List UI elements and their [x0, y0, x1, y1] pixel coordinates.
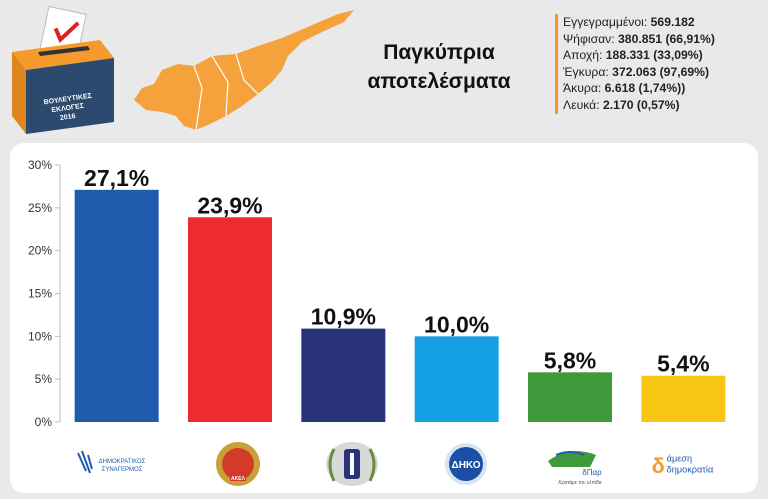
dimokratiki-parataxi-logo-text: δΠαρ: [582, 468, 602, 477]
stat-valid: Έγκυρα: 372.063 (97,69%): [563, 64, 710, 79]
bar-value-label: 5,4%: [657, 351, 709, 377]
turnout-stats: Εγγεγραμμένοι: 569.182 Ψήφισαν: 380.851 …: [555, 14, 768, 114]
amesi-logo-line-1: άμεση: [667, 454, 692, 464]
stat-voted: Ψήφισαν: 380.851 (66,91%): [563, 31, 715, 46]
bar-1: [74, 189, 159, 422]
ballot-line-3: 2016: [60, 113, 77, 122]
dimokratiki-parataxi-tagline: Κρατάμε την ελπίδα: [558, 480, 601, 486]
y-tick-label: 20%: [28, 244, 52, 258]
page-title: Παγκύπρια αποτελέσματα: [344, 38, 534, 96]
dimokratiki-parataxi-logo-icon: δΠαρ Κρατάμε την ελπίδα: [548, 451, 602, 486]
stat-abstention: Αποχή: 188.331 (33,09%): [563, 48, 703, 63]
bar-value-label: 10,9%: [311, 304, 376, 330]
y-tick-label: 25%: [28, 201, 52, 215]
bar-6: [641, 375, 726, 422]
ballot-line-2: ΕΚΛΟΓΕΣ: [51, 103, 84, 114]
y-tick-label: 0%: [35, 415, 53, 429]
stat-blank: Λευκά: 2.170 (0,57%): [563, 97, 680, 112]
stat-registered: Εγγεγραμμένοι: 569.182: [563, 15, 695, 29]
stat-invalid: Άκυρα: 6.618 (1,74%)): [563, 81, 686, 96]
cyprus-map-icon: [134, 10, 354, 131]
bar-value-label: 23,9%: [197, 192, 262, 218]
bar-2: [188, 217, 272, 422]
edek-logo-icon: ΔΗΚΟ: [445, 443, 487, 485]
disy-logo-line-2: ΣΥΝΑΓΕΡΜΟΣ: [102, 467, 143, 473]
bar-3: [301, 328, 386, 422]
bar-value-label: 27,1%: [84, 165, 149, 191]
ballot-box-icon: ΒΟΥΛΕΥΤΙΚΕΣ ΕΚΛΟΓΕΣ 2016: [12, 6, 114, 134]
y-tick-label: 5%: [35, 372, 53, 386]
y-tick-label: 15%: [28, 287, 52, 301]
svg-text:δ: δ: [652, 453, 665, 478]
diko-logo-icon: [326, 442, 378, 486]
title-line-2: αποτελέσματα: [367, 70, 511, 93]
disy-logo-icon: ΔΗΜΟΚΡΑΤΙΚΟΣ ΣΥΝΑΓΕΡΜΟΣ: [77, 450, 146, 474]
bar-value-label: 5,8%: [544, 347, 596, 373]
akel-logo-text: ΑΚΕΛ: [231, 476, 246, 482]
amesi-dimokratia-logo-icon: δ άμεση δημοκρατία: [652, 453, 714, 478]
title-line-1: Παγκύπρια: [383, 41, 495, 64]
y-tick-label: 30%: [28, 158, 52, 172]
disy-logo-line-1: ΔΗΜΟΚΡΑΤΙΚΟΣ: [99, 459, 146, 465]
y-tick-label: 10%: [28, 329, 52, 343]
bar-value-label: 10,0%: [424, 311, 489, 337]
bar-4: [414, 336, 499, 422]
results-bar-chart: 0% 5% 10% 15% 20% 25% 30% 27,1% 23,9% 10,9% 10,0% 5…: [28, 158, 726, 429]
chart-panel: 0% 5% 10% 15% 20% 25% 30% 27,1% 23,9% 10,9% 10,0% 5…: [10, 143, 758, 493]
amesi-logo-line-2: δημοκρατία: [667, 464, 714, 474]
akel-logo-icon: ΑΚΕΛ: [216, 442, 260, 486]
edek-logo-text: ΔΗΚΟ: [452, 460, 481, 471]
bar-5: [528, 372, 612, 422]
